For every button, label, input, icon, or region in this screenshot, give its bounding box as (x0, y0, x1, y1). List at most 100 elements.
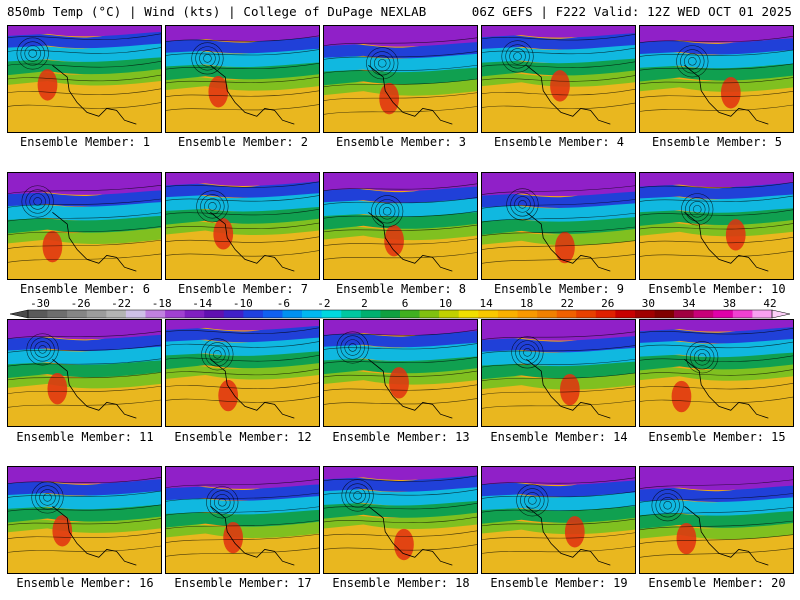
colorbar-swatch (537, 310, 557, 318)
colorbar-swatch (28, 310, 48, 318)
ensemble-member-label: Ensemble Member: 16 (16, 576, 154, 590)
colorbar-swatch (419, 310, 440, 318)
colorbar-swatch (752, 310, 773, 318)
ensemble-map-18 (323, 466, 478, 574)
ensemble-member-label: Ensemble Member: 11 (16, 430, 154, 444)
temperature-colorbar (9, 309, 791, 319)
colorbar-swatch (243, 310, 264, 318)
colorbar-swatch (67, 310, 88, 318)
colorbar-tick-label: 18 (520, 297, 534, 310)
ensemble-map-11 (7, 319, 162, 427)
ensemble-map-8 (323, 172, 478, 280)
colorbar-swatch (223, 310, 244, 318)
ensemble-map-13 (323, 319, 478, 427)
colorbar-tick-label: 30 (641, 297, 655, 310)
ensemble-member-label: Ensemble Member: 15 (648, 430, 786, 444)
colorbar-tick-label: -10 (232, 297, 253, 310)
ensemble-map-17 (165, 466, 320, 574)
colorbar-swatch (478, 310, 499, 318)
ensemble-member-label: Ensemble Member: 7 (177, 282, 309, 296)
colorbar-swatch (165, 310, 185, 318)
colorbar-tick-label: -30 (30, 297, 50, 310)
ensemble-map-20 (639, 466, 794, 574)
ensemble-map-7 (165, 172, 320, 280)
ensemble-map-15 (639, 319, 794, 427)
colorbar-swatch (693, 310, 714, 318)
ensemble-map-10 (639, 172, 794, 280)
colorbar-tick-label: 6 (401, 297, 409, 310)
colorbar-swatch (106, 310, 127, 318)
colorbar-swatch (380, 310, 401, 318)
colorbar-swatch (145, 310, 166, 318)
ensemble-map-19 (481, 466, 636, 574)
colorbar-tick-label: 26 (601, 297, 615, 310)
colorbar-swatch (556, 310, 577, 318)
colorbar-swatch (497, 310, 518, 318)
ensemble-map-2 (165, 25, 320, 133)
ensemble-map-4 (481, 25, 636, 133)
colorbar-swatch (439, 310, 460, 318)
colorbar-swatch (634, 310, 655, 318)
ensemble-member-label: Ensemble Member: 14 (490, 430, 628, 444)
colorbar-tick-label: -22 (111, 297, 132, 310)
ensemble-member-label: Ensemble Member: 1 (19, 135, 151, 149)
ensemble-member-label: Ensemble Member: 6 (19, 282, 151, 296)
colorbar-swatch (47, 310, 68, 318)
colorbar-swatch (595, 310, 616, 318)
colorbar-tick-label: -26 (70, 297, 91, 310)
ensemble-map-16 (7, 466, 162, 574)
colorbar-swatch (517, 310, 538, 318)
colorbar-swatch (654, 310, 675, 318)
colorbar-tick-labels: -30 -26 -22 -18 -14 -10 -6 -2 2 6 10 14 18 22 26 30 34 38… (6, 297, 794, 310)
colorbar-tick-label: 38 (722, 297, 737, 310)
colorbar-swatch (732, 310, 753, 318)
colorbar-swatch (615, 310, 636, 318)
colorbar-swatch (262, 310, 283, 318)
ensemble-member-label: Ensemble Member: 2 (177, 135, 309, 149)
colorbar-tick-label: 10 (438, 297, 453, 310)
ensemble-member-label: Ensemble Member: 20 (648, 576, 786, 590)
ensemble-map-3 (323, 25, 478, 133)
colorbar-swatch (125, 310, 146, 318)
colorbar-tick-label: -2 (317, 297, 331, 310)
colorbar-swatch (302, 310, 322, 318)
ensemble-map-12 (165, 319, 320, 427)
colorbar-tick-label: -18 (151, 297, 172, 310)
ensemble-member-label: Ensemble Member: 19 (490, 576, 628, 590)
colorbar-tick-label: -14 (192, 297, 213, 310)
colorbar-swatch (360, 310, 381, 318)
ensemble-map-1 (7, 25, 162, 133)
ensemble-member-label: Ensemble Member: 5 (651, 135, 783, 149)
colorbar-swatch (713, 310, 734, 318)
colorbar-tick-label: 14 (479, 297, 493, 310)
colorbar-tick-label: 2 (361, 297, 368, 310)
ensemble-map-6 (7, 172, 162, 280)
ensemble-map-9 (481, 172, 636, 280)
colorbar-swatch (341, 310, 362, 318)
colorbar-tick-label: 34 (682, 297, 696, 310)
ensemble-member-label: Ensemble Member: 8 (335, 282, 467, 296)
colorbar-swatch (86, 310, 107, 318)
colorbar-swatch (458, 310, 479, 318)
colorbar-swatch (674, 310, 694, 318)
header-left-title: 850mb Temp (°C) | Wind (kts) | College o… (7, 4, 427, 19)
header-right-title: 06Z GEFS | F222 Valid: 12Z WED OCT 01 20… (471, 4, 792, 19)
colorbar-swatch (400, 310, 420, 318)
colorbar-tick-label: -6 (276, 297, 290, 310)
colorbar-swatch (576, 310, 597, 318)
ensemble-member-label: Ensemble Member: 17 (174, 576, 312, 590)
colorbar-swatch (282, 310, 303, 318)
colorbar-tick-label: 42 (763, 297, 777, 310)
colorbar-swatch (184, 310, 205, 318)
ensemble-member-label: Ensemble Member: 10 (648, 282, 786, 296)
ensemble-member-label: Ensemble Member: 12 (174, 430, 312, 444)
ensemble-member-label: Ensemble Member: 13 (332, 430, 470, 444)
ensemble-map-5 (639, 25, 794, 133)
ensemble-member-label: Ensemble Member: 18 (332, 576, 470, 590)
ensemble-map-14 (481, 319, 636, 427)
colorbar-tick-label: 22 (560, 297, 574, 310)
ensemble-member-label: Ensemble Member: 4 (493, 135, 625, 149)
ensemble-member-label: Ensemble Member: 3 (335, 135, 467, 149)
colorbar-swatch (321, 310, 342, 318)
colorbar-swatch (204, 310, 225, 318)
